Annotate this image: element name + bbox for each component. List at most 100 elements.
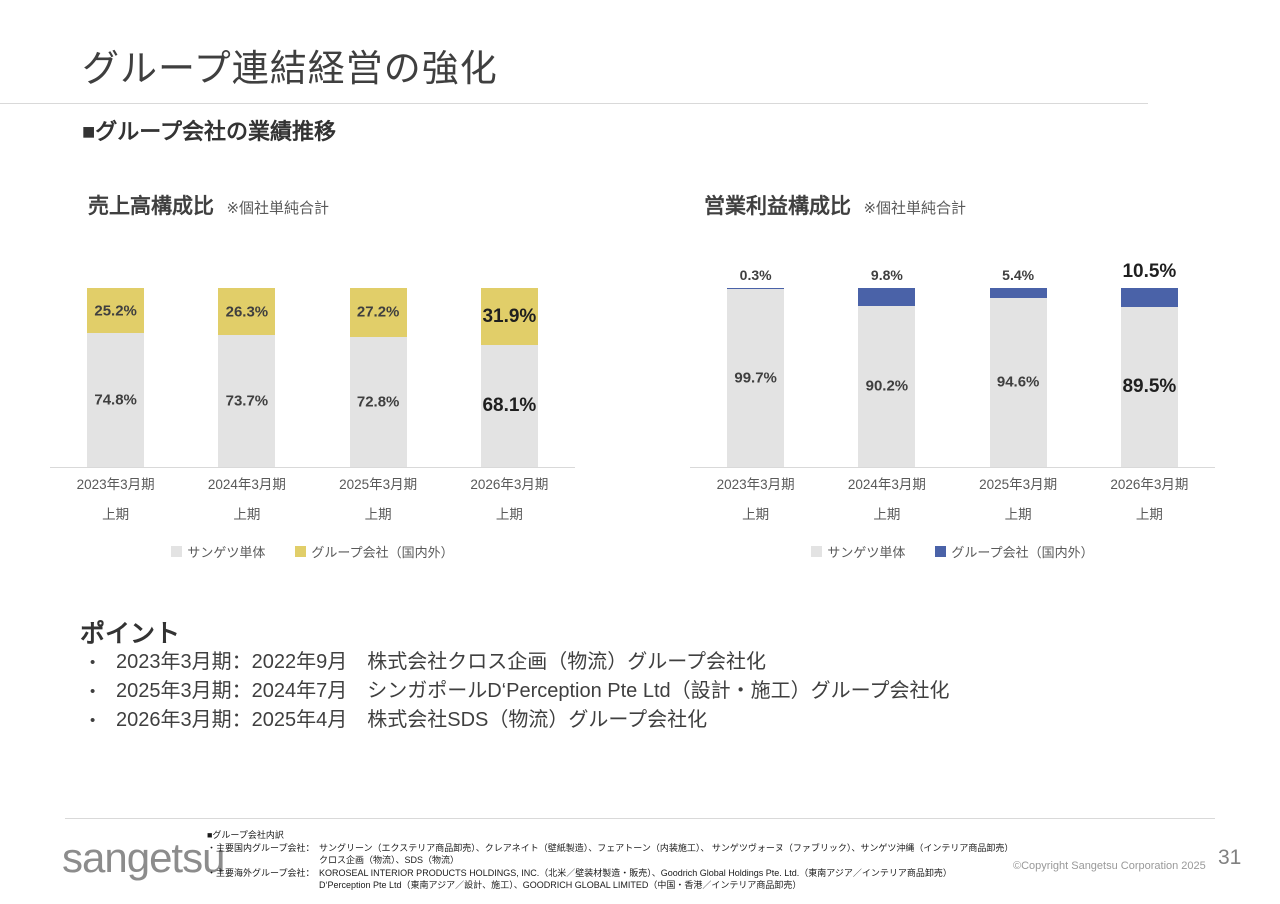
group-segment bbox=[858, 288, 916, 306]
axis-labels: 2023年3月期 上期 2024年3月期 上期 2025年3月期 上期 2026年3月期 上期 bbox=[690, 470, 1215, 530]
group-segment: 26.3% bbox=[218, 288, 276, 336]
stacked-bar: 9.8% 90.2% bbox=[858, 267, 916, 467]
stacked-bar: 0.3% 99.7% bbox=[727, 267, 785, 467]
group-segment: 31.9% bbox=[480, 288, 538, 346]
bullet-marker: • bbox=[90, 654, 96, 671]
group-value-label: 10.5% bbox=[1122, 261, 1177, 282]
category-label: 2025年3月期 上期 bbox=[979, 477, 1058, 522]
group-value-label: 0.3% bbox=[739, 267, 772, 283]
copyright-text: ©Copyright Sangetsu Corporation 2025 bbox=[1013, 860, 1206, 872]
fineprint-label: ・主要国内グループ会社： bbox=[207, 842, 315, 853]
title-divider bbox=[0, 103, 1148, 104]
group-value-label: 27.2% bbox=[356, 303, 400, 321]
legend-item: サンゲツ単体 bbox=[811, 542, 905, 561]
fineprint-text: サングリーン（エクステリア商品卸売）、クレアネイト（壁紙製造）、フェアトーン（内… bbox=[319, 842, 1014, 853]
category-label: 2023年3月期 上期 bbox=[716, 477, 795, 522]
fineprint-row: ・主要海外グループ会社： KOROSEAL INTERIOR PRODUCTS … bbox=[207, 867, 1007, 880]
chart-column: 31.9% 68.1% bbox=[444, 288, 575, 467]
group-segment bbox=[727, 288, 785, 289]
point-text: 2025年3月期：2024年7月 シンガポールD‘Perception Pte … bbox=[116, 680, 950, 702]
fineprint-row: クロス企画（物流）、SDS（物流） bbox=[207, 854, 1007, 867]
chart-title: 営業利益構成比 bbox=[704, 195, 851, 218]
group-segment: 27.2% bbox=[349, 288, 407, 337]
group-segment bbox=[989, 288, 1047, 298]
fineprint-label bbox=[207, 854, 319, 867]
parent-segment: 74.8% bbox=[87, 333, 145, 467]
point-item: • 2026年3月期：2025年4月 株式会社SDS（物流）グループ会社化 bbox=[90, 706, 1210, 735]
points-heading: ポイント bbox=[80, 620, 181, 648]
fineprint-label: ・主要海外グループ会社： bbox=[207, 867, 315, 878]
fineprint-row: ・主要国内グループ会社： サングリーン（エクステリア商品卸売）、クレアネイト（壁… bbox=[207, 842, 1013, 855]
parent-value-label: 74.8% bbox=[94, 391, 137, 409]
stacked-bar: 31.9% 68.1% bbox=[480, 288, 538, 467]
fineprint-heading: ■グループ会社内訳 bbox=[207, 830, 284, 840]
stacked-bar: 25.2% 74.8% bbox=[87, 288, 145, 467]
fineprint-row: D‘Perception Pte Ltd（東南アジア／設計、施工）、GOODRI… bbox=[207, 879, 1007, 892]
point-item: • 2023年3月期：2022年9月 株式会社クロス企画（物流）グループ会社化 bbox=[90, 648, 1210, 677]
group-value-label: 31.9% bbox=[482, 305, 537, 327]
fineprint-text: D‘Perception Pte Ltd（東南アジア／設計、施工）、GOODRI… bbox=[319, 880, 802, 890]
category-label: 2024年3月期 上期 bbox=[207, 477, 286, 522]
legend-swatch bbox=[171, 546, 183, 557]
group-companies-fineprint: ■グループ会社内訳 ・主要国内グループ会社： サングリーン（エクステリア商品卸売… bbox=[207, 829, 1013, 892]
parent-value-label: 73.7% bbox=[225, 392, 269, 410]
stacked-bar: 26.3% 73.7% bbox=[218, 288, 276, 467]
point-item: • 2025年3月期：2024年7月 シンガポールD‘Perception Pte… bbox=[90, 677, 1210, 706]
legend-swatch bbox=[935, 546, 947, 557]
page-number: 31 bbox=[1218, 846, 1242, 869]
legend-label: グループ会社（国内外） bbox=[311, 545, 454, 560]
chart-column: 27.2% 72.8% bbox=[313, 288, 444, 467]
chart-column: 10.5% 89.5% bbox=[1084, 261, 1215, 467]
group-value-label: 9.8% bbox=[870, 267, 903, 283]
parent-value-label: 99.7% bbox=[734, 369, 777, 387]
chart-note: ※個社単純合計 bbox=[226, 200, 330, 217]
legend-swatch bbox=[295, 546, 307, 557]
chart-note: ※個社単純合計 bbox=[863, 200, 967, 217]
parent-segment: 94.6% bbox=[989, 297, 1047, 467]
parent-value-label: 94.6% bbox=[996, 373, 1040, 391]
plot-area: 25.2% 74.8% 26.3% 73.7% 27.2% 72.8% 31.9% 68.1% bbox=[50, 288, 575, 468]
chart-title-row: 営業利益構成比 ※個社単純合計 bbox=[704, 190, 966, 220]
chart-column: 5.4% 94.6% bbox=[953, 267, 1084, 467]
legend-item: サンゲツ単体 bbox=[171, 542, 265, 561]
parent-segment: 90.2% bbox=[858, 305, 916, 467]
group-value-label: 25.2% bbox=[94, 302, 137, 320]
legend-label: サンゲツ単体 bbox=[187, 545, 266, 560]
stacked-bar: 27.2% 72.8% bbox=[349, 288, 407, 467]
legend: サンゲツ単体 グループ会社（国内外） bbox=[690, 542, 1215, 561]
fineprint-text: KOROSEAL INTERIOR PRODUCTS HOLDINGS, INC… bbox=[319, 867, 952, 878]
category-label: 2025年3月期 上期 bbox=[339, 477, 418, 522]
stacked-bar: 10.5% 89.5% bbox=[1120, 261, 1178, 467]
section-heading: ■グループ会社の業績推移 bbox=[82, 119, 336, 144]
parent-segment: 99.7% bbox=[727, 289, 785, 467]
chart-title: 売上高構成比 bbox=[88, 195, 214, 218]
parent-value-label: 72.8% bbox=[356, 393, 400, 411]
points-list: • 2023年3月期：2022年9月 株式会社クロス企画（物流）グループ会社化 • 2… bbox=[90, 648, 1210, 735]
bullet-marker: • bbox=[90, 683, 96, 700]
parent-value-label: 89.5% bbox=[1122, 375, 1177, 397]
axis-labels: 2023年3月期 上期 2024年3月期 上期 2025年3月期 上期 2026年3月期 上期 bbox=[50, 470, 575, 530]
legend-item: グループ会社（国内外） bbox=[295, 542, 454, 561]
parent-segment: 73.7% bbox=[218, 335, 276, 467]
point-text: 2026年3月期：2025年4月 株式会社SDS（物流）グループ会社化 bbox=[116, 709, 708, 731]
fineprint-text: クロス企画（物流）、SDS（物流） bbox=[319, 855, 460, 865]
parent-value-label: 68.1% bbox=[482, 395, 537, 417]
sangetsu-logo: sangetsu bbox=[62, 834, 225, 881]
category-label: 2026年3月期 上期 bbox=[1110, 477, 1189, 522]
parent-segment: 89.5% bbox=[1120, 306, 1178, 467]
category-label: 2024年3月期 上期 bbox=[847, 477, 926, 522]
category-label: 2026年3月期 上期 bbox=[470, 477, 549, 522]
legend-item: グループ会社（国内外） bbox=[935, 542, 1094, 561]
chart-column: 25.2% 74.8% bbox=[50, 288, 181, 467]
fineprint-label bbox=[207, 879, 319, 892]
group-value-label: 5.4% bbox=[1002, 267, 1035, 283]
plot-area: 0.3% 99.7% 9.8% 90.2% 5.4% 94.6% 10.5% 89.5% bbox=[690, 261, 1215, 468]
legend-label: サンゲツ単体 bbox=[827, 545, 906, 560]
category-label: 2023年3月期 上期 bbox=[76, 477, 155, 522]
legend-label: グループ会社（国内外） bbox=[951, 545, 1094, 560]
operating-profit-composition-chart: 営業利益構成比 ※個社単純合計 0.3% 99.7% 9.8% 90.2% 5.4% 94… bbox=[690, 190, 1215, 570]
parent-segment: 68.1% bbox=[480, 345, 538, 467]
sales-composition-chart: 売上高構成比 ※個社単純合計 25.2% 74.8% 26.3% 73.7% 27.2%… bbox=[50, 190, 575, 570]
footer-divider bbox=[65, 818, 1215, 819]
page-title: グループ連結経営の強化 bbox=[82, 48, 498, 89]
